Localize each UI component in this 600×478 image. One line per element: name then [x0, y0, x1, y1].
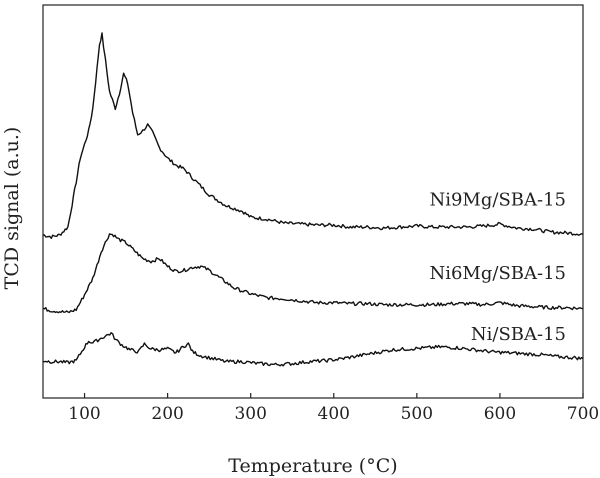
x-axis-title: Temperature (°C) — [228, 455, 397, 477]
plot-frame — [42, 4, 584, 399]
series-line-2 — [42, 233, 584, 314]
series-labels: Ni9Mg/SBA-15 Ni6Mg/SBA-15 Ni/SBA-15 — [429, 189, 566, 345]
series-label-3: Ni/SBA-15 — [471, 324, 566, 345]
x-axis-ticks: 100 200 300 400 500 600 700 — [68, 393, 599, 424]
x-tick-label: 300 — [234, 404, 266, 424]
series-label-2: Ni6Mg/SBA-15 — [429, 263, 566, 284]
series-line-1 — [42, 32, 584, 239]
series-group — [42, 32, 584, 367]
y-axis-title: TCD signal (a.u.) — [1, 127, 23, 290]
series-label-1: Ni9Mg/SBA-15 — [429, 189, 566, 210]
series-line-3 — [42, 332, 584, 367]
x-tick-label: 400 — [318, 404, 350, 424]
x-tick-label: 600 — [484, 404, 516, 424]
x-tick-label: 200 — [151, 404, 183, 424]
x-tick-label: 700 — [567, 404, 599, 424]
x-tick-label: 500 — [401, 404, 433, 424]
plot-border — [42, 4, 584, 399]
x-tick-label: 100 — [68, 404, 100, 424]
